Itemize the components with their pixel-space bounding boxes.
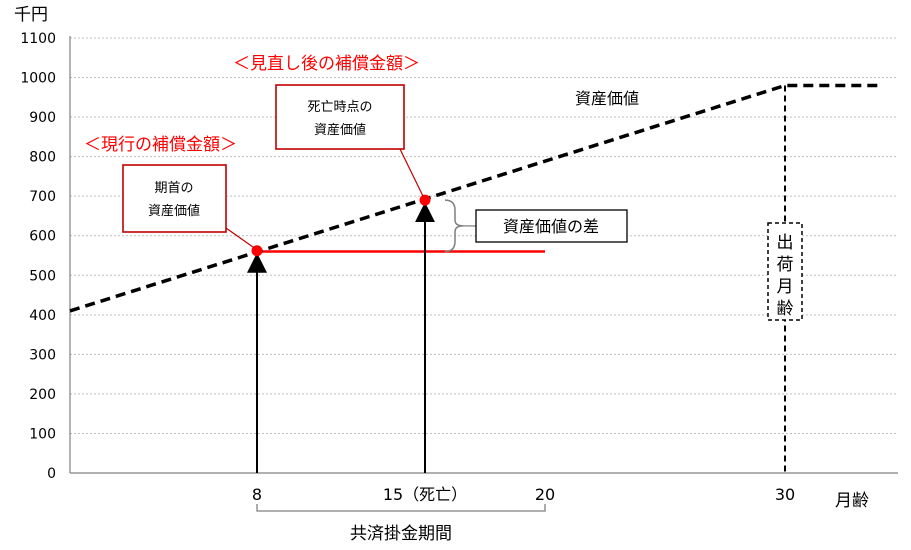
x-tick-label: 30 (775, 485, 795, 504)
death-marker (419, 194, 431, 206)
y-tick-label: 100 (29, 426, 56, 442)
series-label: 資産価値 (575, 89, 639, 108)
y-tick-label: 300 (29, 347, 56, 363)
y-tick-label: 800 (29, 150, 56, 166)
shipping-age-char: 出 (777, 233, 794, 253)
y-tick-label: 600 (29, 229, 56, 245)
y-tick-label: 200 (29, 387, 56, 403)
start-value-box-line1: 期首の (154, 181, 193, 196)
y-tick-label: 1000 (20, 71, 56, 87)
y-tick-label: 700 (29, 189, 56, 205)
x-tick-label: 15（死亡） (383, 485, 467, 504)
shipping-age-box (767, 222, 803, 321)
shipping-age-char: 月 (777, 277, 794, 297)
x-tick-label: 8 (252, 485, 262, 504)
x-tick-labels: 8 15（死亡） 20 30 (252, 485, 795, 504)
x-tick-label: 20 (535, 485, 555, 504)
y-tick-labels: 0 100 200 300 400 500 600 700 800 900 1000 1100 (20, 31, 56, 482)
start-value-box (122, 164, 227, 233)
death-value-box (275, 84, 405, 150)
asset-value-line (69, 83, 881, 313)
shipping-age-char: 齢 (777, 299, 794, 319)
current-compensation-label: ＜現行の補償金額＞ (84, 135, 237, 155)
y-tick-label: 500 (29, 268, 56, 284)
axes (69, 36, 898, 474)
difference-label: 資産価値の差 (503, 217, 599, 236)
y-tick-label: 900 (29, 110, 56, 126)
x-axis-label: 月齢 (835, 491, 869, 511)
start-value-box-line2: 資産価値 (148, 203, 200, 219)
period-bracket (256, 504, 546, 512)
y-tick-label: 400 (29, 308, 56, 324)
start-value-connector (225, 227, 255, 249)
death-value-connector (399, 148, 424, 197)
y-tick-label: 1100 (20, 31, 56, 47)
revised-compensation-label: ＜見直し後の補償金額＞ (233, 54, 420, 74)
difference-brace (444, 199, 464, 253)
death-value-box-line2: 資産価値 (314, 122, 366, 138)
difference-box (475, 209, 628, 243)
shipping-age-char: 荷 (777, 255, 794, 275)
start-marker (251, 245, 263, 257)
annotations: 出荷月齢資産価値＜見直し後の補償金額＞＜現行の補償金額＞期首の資産価値死亡時点の… (84, 54, 803, 544)
y-axis-label: 千円 (14, 5, 48, 25)
death-value-box-line1: 死亡時点の (307, 100, 372, 115)
y-tick-label: 0 (47, 466, 56, 482)
period-label: 共済掛金期間 (350, 524, 452, 544)
